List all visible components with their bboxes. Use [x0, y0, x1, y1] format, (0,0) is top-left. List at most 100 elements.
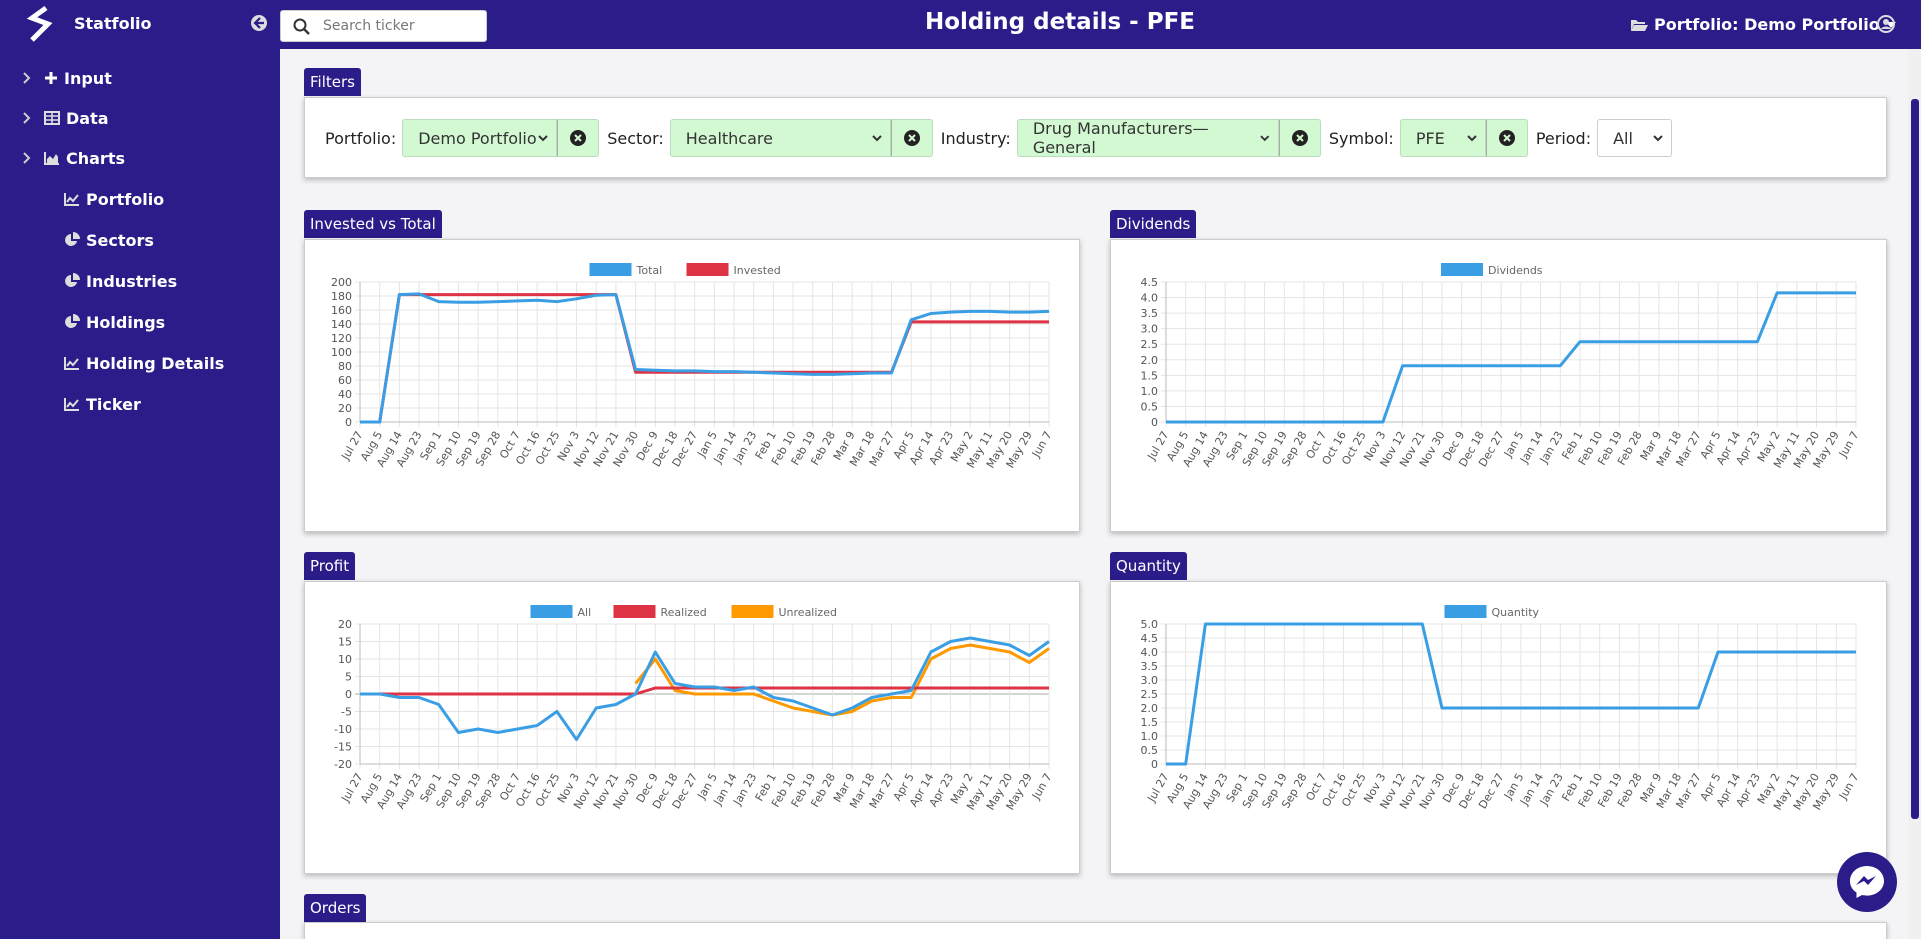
sidebar-item-label: Portfolio	[86, 189, 165, 209]
sidebar-item-label: Sectors	[86, 230, 154, 250]
x-tick-label: Jun 7	[1836, 771, 1862, 802]
y-tick-label: 2.0	[1141, 702, 1159, 715]
y-tick-label: 4.5	[1141, 632, 1159, 645]
messenger-chat-button[interactable]	[1837, 852, 1897, 912]
page-scrollbar[interactable]	[1908, 49, 1921, 939]
y-tick-label: 1.5	[1141, 716, 1159, 729]
y-tick-label: 1.5	[1141, 369, 1159, 382]
sidebar-item-label: Charts	[66, 148, 125, 168]
plus-icon	[44, 71, 58, 85]
industry-filter-select[interactable]: Drug Manufacturers—General	[1016, 119, 1279, 157]
symbol-filter-label: Symbol:	[1328, 128, 1394, 148]
y-tick-label: 4.0	[1141, 646, 1159, 659]
sidebar-item-industries[interactable]: Industries	[64, 270, 264, 292]
y-tick-label: 15	[338, 636, 352, 649]
legend-swatch	[1441, 263, 1483, 276]
sector-filter-clear-button[interactable]	[890, 119, 933, 157]
user-icon[interactable]	[1877, 15, 1895, 33]
symbol-filter-clear-button[interactable]	[1485, 119, 1528, 157]
y-tick-label: 80	[338, 360, 352, 373]
profit-panel: All Realized Unrealized -20 -15 -10 -5 0 5 10 15 20…	[304, 581, 1080, 874]
y-tick-label: 1.0	[1141, 385, 1159, 398]
y-tick-label: 40	[338, 388, 352, 401]
sector-filter-select[interactable]: Healthcare	[669, 119, 891, 157]
sidebar-item-holdings[interactable]: Holdings	[64, 311, 264, 333]
industry-filter-value: Drug Manufacturers—General	[1032, 119, 1209, 157]
period-filter-label: Period:	[1535, 128, 1592, 148]
sidebar-item-ticker[interactable]: Ticker	[64, 393, 264, 415]
portfolio-filter-clear-button[interactable]	[557, 119, 600, 157]
y-tick-label: 4.5	[1141, 276, 1159, 289]
sector-filter-label: Sector:	[607, 128, 664, 148]
sidebar-item-data[interactable]: Data	[22, 107, 242, 129]
y-tick-label: -15	[334, 741, 352, 754]
search-box[interactable]	[280, 10, 487, 42]
chevron-right-icon	[23, 112, 31, 124]
messenger-icon	[1850, 866, 1884, 898]
y-tick-label: 0	[1151, 416, 1158, 429]
portfolio-filter-select[interactable]: Demo Portfolio	[402, 119, 558, 157]
sidebar-item-sectors[interactable]: Sectors	[64, 229, 264, 251]
chart-legend: All Realized Unrealized	[530, 605, 837, 619]
y-tick-label: 2.5	[1141, 338, 1159, 351]
chart-legend: Dividends	[1441, 263, 1543, 277]
series-line-all	[360, 636, 1050, 741]
x-tick-label: Jun 7	[1836, 429, 1862, 460]
pie-chart-icon	[64, 273, 80, 289]
legend-swatch	[1444, 605, 1487, 618]
portfolio-filter-label: Portfolio:	[325, 128, 397, 148]
sidebar-item-input[interactable]: Input	[22, 67, 242, 89]
clear-circle-icon	[1498, 130, 1515, 146]
legend-label: Invested	[734, 264, 781, 277]
y-tick-label: 180	[331, 290, 352, 303]
clear-circle-icon	[903, 130, 920, 146]
clear-circle-icon	[1291, 130, 1308, 146]
sidebar-item-label: Holding Details	[86, 353, 225, 373]
table-icon	[44, 111, 60, 125]
dividends-panel: Dividends 0 0.5 1.0 1.5 2.0 2.5 3.0 3.5 4.0 4.5 Jul…	[1110, 239, 1887, 532]
sidebar-item-label: Data	[66, 108, 109, 128]
y-tick-label: 3.5	[1141, 660, 1159, 673]
y-tick-label: 160	[331, 304, 352, 317]
chevron-down-icon	[872, 134, 882, 141]
legend-label: All	[578, 606, 592, 619]
symbol-filter-select[interactable]: PFE	[1399, 119, 1486, 157]
chevron-down-icon	[1260, 134, 1270, 141]
dividends-title: Dividends	[1110, 210, 1197, 238]
sidebar-item-charts[interactable]: Charts	[22, 147, 242, 169]
area-chart-icon	[44, 151, 60, 165]
period-filter-value: All	[1613, 128, 1633, 148]
profit-title: Profit	[304, 552, 356, 580]
legend-swatch	[530, 605, 573, 618]
scrollbar-thumb[interactable]	[1911, 99, 1919, 819]
y-tick-label: -20	[334, 758, 352, 771]
industry-filter-label: Industry:	[940, 128, 1011, 148]
legend-label: Realized	[661, 606, 707, 619]
chart-legend: Quantity	[1444, 605, 1540, 619]
chevron-right-icon	[23, 152, 31, 164]
portfolio-selector[interactable]: Portfolio: Demo Portfolio	[1630, 15, 1896, 34]
y-tick-label: 3.0	[1141, 674, 1159, 687]
period-filter-select[interactable]: All	[1597, 119, 1673, 157]
quantity-chart: Quantity 00.51.01.52.02.53.03.54.04.55.0 J…	[1141, 605, 1862, 812]
y-tick-label: -5	[341, 706, 352, 719]
legend-label: Total	[636, 264, 663, 277]
y-tick-label: 20	[338, 402, 352, 415]
orders-panel	[304, 922, 1887, 939]
industry-filter-clear-button[interactable]	[1278, 119, 1321, 157]
sidebar-collapse-icon[interactable]	[250, 14, 268, 32]
orders-title: Orders	[304, 894, 367, 922]
sidebar-item-label: Holdings	[86, 312, 166, 332]
folder-open-icon	[1631, 19, 1648, 31]
sidebar-item-portfolio[interactable]: Portfolio	[64, 188, 264, 210]
brand-name[interactable]: Statfolio	[74, 14, 152, 33]
clear-circle-icon	[570, 130, 587, 146]
y-tick-label: 3.5	[1141, 307, 1159, 320]
search-input[interactable]	[323, 11, 483, 41]
statfolio-logo-icon[interactable]	[24, 6, 60, 42]
legend-swatch	[731, 605, 774, 618]
filters-panel: Portfolio: Demo Portfolio Sector: Health…	[304, 97, 1887, 178]
chevron-down-icon	[1467, 134, 1477, 141]
legend-swatch	[589, 263, 632, 276]
sidebar-item-holding-details[interactable]: Holding Details	[64, 352, 264, 374]
